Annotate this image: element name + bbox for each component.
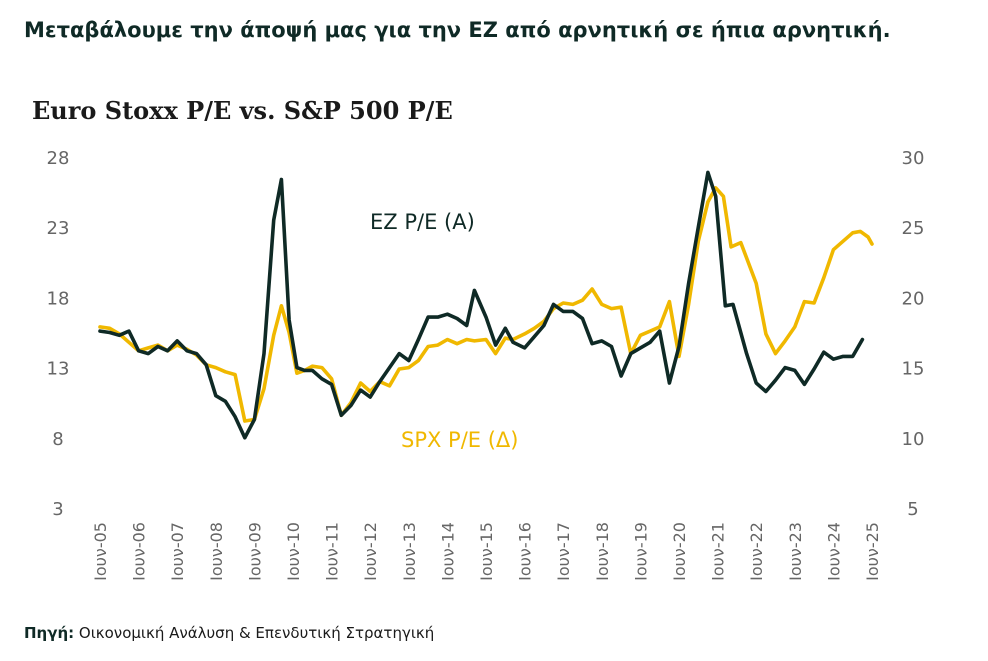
x-tick-label: Ιουν-09: [245, 522, 264, 581]
left-tick-label: 13: [47, 359, 70, 380]
headline: Μεταβάλουμε την άποψή μας για την ΕΖ από…: [24, 18, 891, 42]
x-tick-label: Ιουν-08: [207, 522, 226, 581]
x-tick-label: Ιουν-13: [400, 522, 419, 581]
x-tick-label: Ιουν-14: [438, 522, 457, 581]
x-tick-label: Ιουν-15: [477, 522, 496, 581]
left-tick-label: 28: [47, 148, 70, 169]
source-label: Πηγή:: [24, 624, 75, 642]
x-tick-label: Ιουν-17: [554, 522, 573, 581]
source-footer: Πηγή: Οικονομική Ανάλυση & Επενδυτική Στ…: [24, 624, 434, 642]
right-axis: 30 25 20 15 10 5: [902, 148, 925, 520]
right-tick-label: 30: [902, 148, 925, 169]
x-tick-label: Ιουν-12: [361, 522, 380, 581]
right-tick-label: 10: [902, 429, 925, 450]
x-tick-label: Ιουν-06: [130, 522, 149, 581]
x-tick-label: Ιουν-22: [747, 522, 766, 581]
left-tick-label: 23: [47, 218, 70, 239]
spx-pe-label: SPX P/E (Δ): [401, 428, 519, 452]
right-tick-label: 20: [902, 288, 925, 309]
x-tick-label: Ιουν-16: [516, 522, 535, 581]
x-tick-label: Ιουν-24: [824, 522, 843, 581]
ez-pe-line: [98, 170, 865, 440]
x-tick-label: Ιουν-05: [91, 522, 110, 581]
left-axis: 28 23 18 13 8 3: [47, 148, 70, 520]
source-text: Οικονομική Ανάλυση & Επενδυτική Στρατηγι…: [74, 624, 435, 642]
x-tick-label: Ιουν-10: [284, 522, 303, 581]
x-tick-label: Ιουν-25: [863, 522, 882, 581]
right-tick-label: 5: [907, 499, 918, 520]
x-tick-label: Ιουν-07: [168, 522, 187, 581]
ez-pe-label: EZ P/E (A): [370, 210, 475, 234]
chart-title: Euro Stoxx P/E vs. S&P 500 P/E: [32, 96, 453, 125]
spx-pe-line: [98, 186, 874, 423]
right-tick-label: 25: [902, 218, 925, 239]
annotations-layer: EZ P/E (A) SPX P/E (Δ): [370, 210, 519, 452]
left-tick-label: 8: [52, 429, 63, 450]
x-tick-label: Ιουν-19: [631, 522, 650, 581]
x-axis: Ιουν-05 Ιουν-06 Ιουν-07 Ιουν-08 Ιουν-09 Ιουν-…: [91, 522, 882, 581]
x-tick-label: Ιουν-21: [709, 522, 728, 581]
x-tick-label: Ιουν-18: [593, 522, 612, 581]
x-tick-label: Ιουν-20: [670, 522, 689, 581]
x-tick-label: Ιουν-23: [786, 522, 805, 581]
left-tick-label: 18: [47, 288, 70, 309]
x-tick-label: Ιουν-11: [323, 522, 342, 581]
right-tick-label: 15: [902, 359, 925, 380]
left-tick-label: 3: [52, 499, 63, 520]
series-layer: [98, 170, 874, 440]
